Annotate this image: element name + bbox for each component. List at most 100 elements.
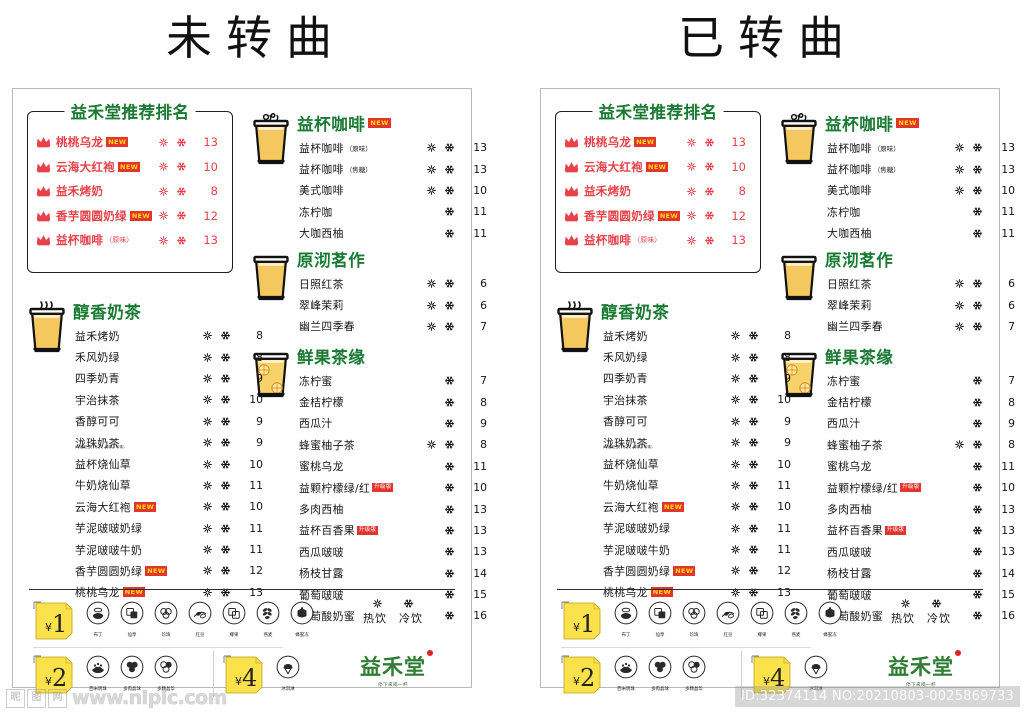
menu-item-row[interactable]: 香芋圆圆奶绿 NEW 12 <box>603 560 791 581</box>
menu-item-row[interactable]: 益杯咖啡 （原味） 13 <box>299 137 487 158</box>
ranking-row[interactable]: 云海大红袍 NEW 10 <box>36 155 226 180</box>
menu-item-row[interactable]: 多肉西柚 13 <box>827 498 1015 519</box>
topping-item[interactable]: 冰淇淋 <box>271 655 305 692</box>
menu-item-row[interactable]: 益杯咖啡 （焦糖） 13 <box>299 158 487 179</box>
topping-item[interactable]: 多颗晶华 <box>677 655 711 692</box>
topping-item[interactable]: 椰果 <box>745 601 779 638</box>
topping-item[interactable]: 冰淇淋 <box>799 655 833 692</box>
menu-item-row[interactable]: 蜜桃乌龙 11 <box>299 456 487 477</box>
menu-item-row[interactable]: 多肉西柚 13 <box>299 498 487 519</box>
topping-item[interactable]: 珍珠 <box>677 601 711 638</box>
menu-item-row[interactable]: 葡萄啵啵 15 <box>299 584 487 605</box>
menu-item-row[interactable]: 美式咖啡 10 <box>299 180 487 201</box>
menu-item-row[interactable]: 幽兰四季春 7 <box>299 316 487 337</box>
menu-item-row[interactable]: 益禾烤奶 8 <box>75 325 263 346</box>
menu-item-row[interactable]: 冻柠蜜 7 <box>827 370 1015 391</box>
menu-item-row[interactable]: 西瓜啵啵 13 <box>299 541 487 562</box>
menu-item-row[interactable]: 蜂蜜柚子茶 8 <box>827 434 1015 455</box>
menu-item-row[interactable]: 牛奶烧仙草 11 <box>75 475 263 496</box>
topping-item[interactable]: 仙草 <box>115 601 149 638</box>
menu-item-row[interactable]: 益杯烧仙草 10 <box>75 453 263 474</box>
menu-item-row[interactable]: 益颗柠檬绿/红 升级版 10 <box>299 477 487 498</box>
menu-item-row[interactable]: 杨枝甘露 14 <box>299 563 487 584</box>
menu-item-row[interactable]: 芋泥啵啵牛奶 11 <box>75 539 263 560</box>
ranking-row[interactable]: 益禾烤奶 8 <box>36 179 226 204</box>
menu-item-row[interactable]: 牛奶烧仙草 11 <box>603 475 791 496</box>
ranking-row[interactable]: 桃桃乌龙 NEW 13 <box>36 130 226 155</box>
topping-item[interactable]: 蜂蜜冻 <box>285 601 319 638</box>
menu-item-row[interactable]: 冻柠蜜 7 <box>299 370 487 391</box>
menu-item-row[interactable]: 美式咖啡 10 <box>827 180 1015 201</box>
topping-item[interactable]: 珍珠 <box>149 601 183 638</box>
menu-item-row[interactable]: 四季奶青 9 <box>75 368 263 389</box>
menu-item-row[interactable]: 冻柠咖 11 <box>299 201 487 222</box>
menu-item-row[interactable]: 香醇可可 9 <box>75 411 263 432</box>
sun-icon <box>955 279 964 289</box>
menu-item-row[interactable]: 西瓜汁 9 <box>299 413 487 434</box>
menu-item-row[interactable]: 大咖西柚 11 <box>299 223 487 244</box>
menu-section-puretea: 原沏茗作 日照红茶 6 翠峰茉莉 6 幽兰四季春 <box>779 247 1015 333</box>
menu-item-row[interactable]: 益杯咖啡 （原味） 13 <box>827 137 1015 158</box>
menu-item-row[interactable]: 宇治抹茶 10 <box>603 389 791 410</box>
menu-item-row[interactable]: 益颗柠檬绿/红 升级版 10 <box>827 477 1015 498</box>
menu-item-row[interactable]: 芋泥啵啵奶绿 11 <box>75 518 263 539</box>
ranking-row[interactable]: 香芋圆圆奶绿 NEW 12 <box>36 204 226 229</box>
topping-item[interactable]: 燕麦 <box>251 601 285 638</box>
menu-item-row[interactable]: 翠峰茉莉 6 <box>299 294 487 315</box>
menu-item-row[interactable]: 芋泥啵啵牛奶 11 <box>603 539 791 560</box>
menu-item-row[interactable]: 桃桃乌龙 NEW 13 <box>75 582 263 603</box>
menu-item-row[interactable]: 云海大红袍 NEW 10 <box>75 496 263 517</box>
menu-item-row[interactable]: 蜂蜜柚子茶 8 <box>299 434 487 455</box>
menu-item-row[interactable]: 益杯百香果 升级版 13 <box>299 520 487 541</box>
ranking-row[interactable]: 益禾烤奶 8 <box>564 179 754 204</box>
menu-item-row[interactable]: 香芋圆圆奶绿 NEW 12 <box>75 560 263 581</box>
topping-item[interactable]: 椰果 <box>217 601 251 638</box>
ranking-row[interactable]: 桃桃乌龙 NEW 13 <box>564 130 754 155</box>
menu-item-row[interactable]: 桃桃乌龙 NEW 13 <box>603 582 791 603</box>
menu-item-name: 牛奶烧仙草 <box>603 479 659 493</box>
menu-item-row[interactable]: 葡萄啵啵 15 <box>827 584 1015 605</box>
sun-icon <box>955 440 964 450</box>
ranking-row[interactable]: 益杯咖啡 （原味） 13 <box>564 228 754 253</box>
menu-item-row[interactable]: 西瓜汁 9 <box>827 413 1015 434</box>
menu-item-row[interactable]: 益杯烧仙草 10 <box>603 453 791 474</box>
ranking-row[interactable]: 香芋圆圆奶绿 NEW 12 <box>564 204 754 229</box>
menu-item-row[interactable]: 幽兰四季春 7 <box>827 316 1015 337</box>
topping-item[interactable]: 西米明珠 <box>609 655 643 692</box>
menu-item-row[interactable]: 蜜桃乌龙 11 <box>827 456 1015 477</box>
ranking-row[interactable]: 益杯咖啡 （原味） 13 <box>36 228 226 253</box>
topping-item[interactable]: 多肉晶球 <box>115 655 149 692</box>
menu-item-row[interactable]: 日照红茶 6 <box>299 273 487 294</box>
topping-item[interactable]: 布丁 <box>81 601 115 638</box>
menu-item-row[interactable]: 宇治抹茶 10 <box>75 389 263 410</box>
menu-item-row[interactable]: 泷珠奶茶 (可选红豆、布丁、椰果、珍珠) 9 <box>75 432 263 453</box>
menu-item-row[interactable]: 西瓜啵啵 13 <box>827 541 1015 562</box>
menu-item-row[interactable]: 益禾烤奶 8 <box>603 325 791 346</box>
menu-item-row[interactable]: 翠峰茉莉 6 <box>827 294 1015 315</box>
topping-item[interactable]: 仙草 <box>643 601 677 638</box>
menu-item-row[interactable]: 芋泥啵啵奶绿 11 <box>603 518 791 539</box>
menu-item-row[interactable]: 四季奶青 9 <box>603 368 791 389</box>
menu-item-row[interactable]: 大咖西柚 11 <box>827 223 1015 244</box>
menu-item-row[interactable]: 益杯咖啡 （焦糖） 13 <box>827 158 1015 179</box>
topping-item[interactable]: 红豆 <box>711 601 745 638</box>
menu-item-row[interactable]: 禾风奶绿 8 <box>75 346 263 367</box>
menu-item-row[interactable]: 香醇可可 9 <box>603 411 791 432</box>
menu-item-row[interactable]: 杨枝甘露 14 <box>827 563 1015 584</box>
topping-item[interactable]: 燕麦 <box>779 601 813 638</box>
menu-item-row[interactable]: 泷珠奶茶 (可选红豆、布丁、椰果、珍珠) 9 <box>603 432 791 453</box>
menu-item-row[interactable]: 云海大红袍 NEW 10 <box>603 496 791 517</box>
ranking-row[interactable]: 云海大红袍 NEW 10 <box>564 155 754 180</box>
menu-item-row[interactable]: 金桔柠檬 8 <box>827 391 1015 412</box>
menu-item-row[interactable]: 日照红茶 6 <box>827 273 1015 294</box>
topping-item[interactable]: 西米明珠 <box>81 655 115 692</box>
topping-item[interactable]: 多肉晶球 <box>643 655 677 692</box>
topping-item[interactable]: 红豆 <box>183 601 217 638</box>
topping-item[interactable]: 多颗晶华 <box>149 655 183 692</box>
menu-item-row[interactable]: 冻柠咖 11 <box>827 201 1015 222</box>
topping-item[interactable]: 蜂蜜冻 <box>813 601 847 638</box>
menu-item-row[interactable]: 禾风奶绿 8 <box>603 346 791 367</box>
topping-item[interactable]: 布丁 <box>609 601 643 638</box>
menu-item-row[interactable]: 金桔柠檬 8 <box>299 391 487 412</box>
menu-item-row[interactable]: 益杯百香果 升级版 13 <box>827 520 1015 541</box>
